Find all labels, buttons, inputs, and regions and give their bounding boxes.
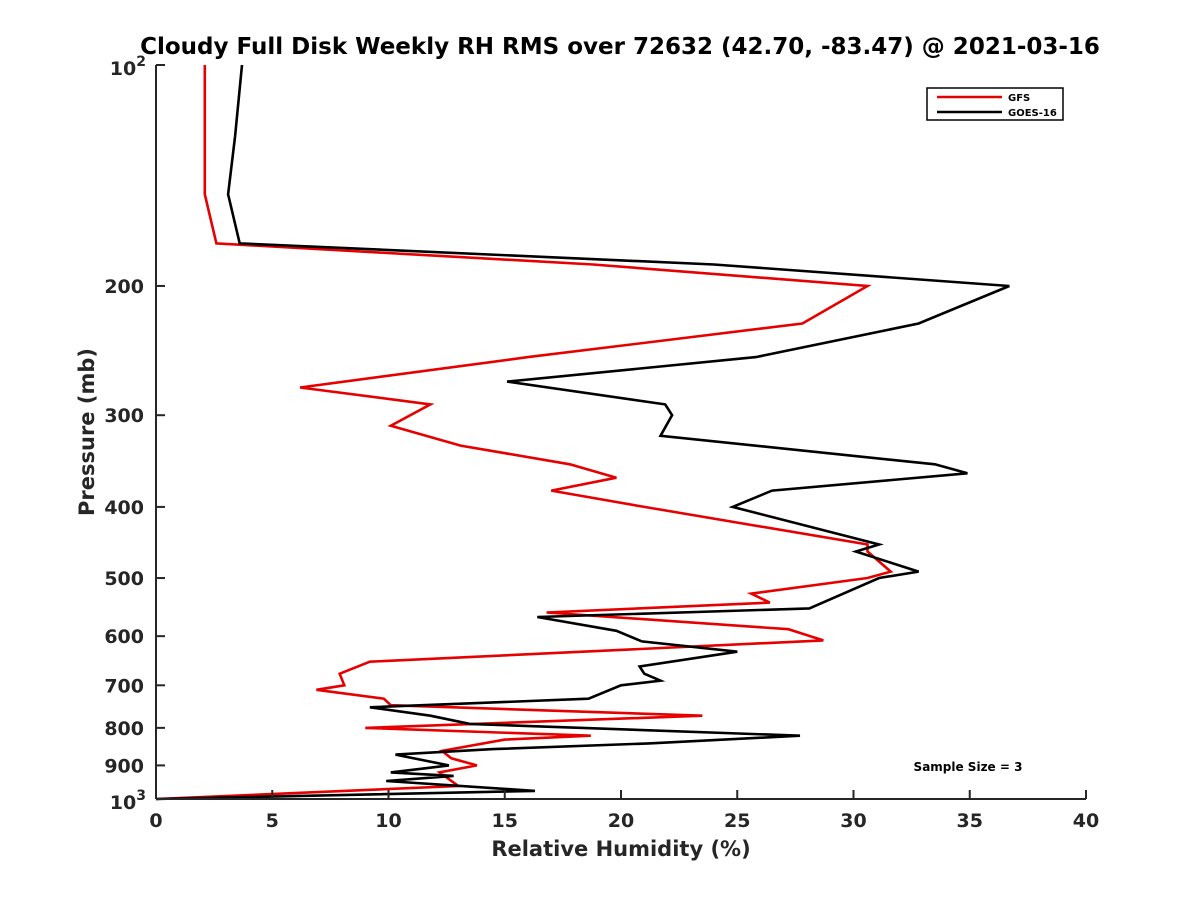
y-tick-label: 800: [104, 718, 144, 740]
y-tick-label: 300: [104, 405, 144, 427]
legend: GFS GOES-16: [926, 87, 1064, 121]
legend-entries: GFS GOES-16: [937, 93, 1057, 119]
x-tick-label: 20: [608, 810, 634, 832]
y-tick-label: 900: [104, 755, 144, 777]
y-tick-label-base: 10: [110, 58, 136, 80]
x-tick-label: 10: [375, 810, 401, 832]
chart-title: Cloudy Full Disk Weekly RH RMS over 7263…: [140, 34, 1100, 60]
x-ticks: 0 5 10 15 20 25 30 35 40: [149, 790, 1099, 832]
series-line-goes-16: [155, 64, 1010, 801]
y-tick-label-base: 10: [110, 792, 136, 814]
series-line-gfs: [155, 65, 894, 801]
y-tick-label: 103: [110, 788, 146, 814]
y-tick-label: 500: [104, 568, 144, 590]
x-tick-label: 25: [724, 810, 750, 832]
y-tick-label: 700: [104, 675, 144, 697]
legend-label-goes-16: GOES-16: [1008, 108, 1057, 119]
x-tick-label: 35: [957, 810, 983, 832]
y-tick-label: 600: [104, 626, 144, 648]
sample-size-annotation: Sample Size = 3: [914, 760, 1023, 774]
x-tick-label: 30: [840, 810, 866, 832]
x-tick-label: 40: [1073, 810, 1099, 832]
y-axis-label: Pressure (mb): [75, 348, 99, 516]
x-axis-label: Relative Humidity (%): [491, 837, 750, 861]
series-layer: [155, 64, 1010, 801]
x-tick-label: 5: [266, 810, 279, 832]
x-tick-label: 15: [492, 810, 518, 832]
y-tick-label: 200: [104, 276, 144, 298]
plot-area: 0 5 10 15 20 25 30 35 40 10220030040050060070080…: [104, 54, 1099, 832]
y-tick-label: 400: [104, 497, 144, 519]
legend-box: [926, 87, 1064, 121]
y-tick-label-exponent: 2: [136, 54, 146, 70]
y-tick-label-exponent: 3: [136, 788, 146, 804]
axes-layer: 0 5 10 15 20 25 30 35 40 10220030040050060070080…: [104, 54, 1099, 832]
legend-label-gfs: GFS: [1008, 93, 1030, 104]
x-tick-label: 0: [149, 810, 162, 832]
y-tick-label: 102: [110, 54, 146, 80]
